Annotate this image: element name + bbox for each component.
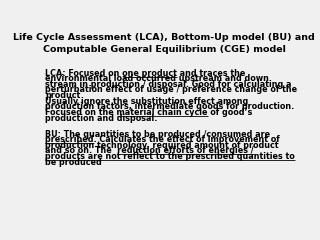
Text: products are not reflect to the prescribed quantities to: products are not reflect to the prescrib… [45, 152, 295, 161]
Text: prescribed. Calculates the effect of improvement of: prescribed. Calculates the effect of imp… [45, 135, 280, 144]
Text: LCA: Focused on one product and traces the: LCA: Focused on one product and traces t… [45, 69, 246, 78]
Text: perturbation effect of usage / preference change of the: perturbation effect of usage / preferenc… [45, 85, 298, 94]
Text: production factors, intermediate goods for production.: production factors, intermediate goods f… [45, 102, 295, 111]
Text: environmental load occurred upstream and down: environmental load occurred upstream and… [45, 74, 269, 83]
Text: product: product [45, 91, 81, 100]
Text: Life Cycle Assessment (LCA), Bottom-Up model (BU) and
Computable General Equilib: Life Cycle Assessment (LCA), Bottom-Up m… [13, 33, 315, 54]
Text: Usually ignore the substitution effect among: Usually ignore the substitution effect a… [45, 97, 249, 106]
Text: and so on. The  reduction efforts of energies /: and so on. The reduction efforts of ener… [45, 146, 254, 156]
Text: be produced: be produced [45, 158, 102, 167]
Text: BU: The quantities to be produced /consumed are: BU: The quantities to be produced /consu… [45, 130, 271, 139]
Text: production technology, required amount of product: production technology, required amount o… [45, 141, 279, 150]
Text: stream in production / disposal. Good for calculating a: stream in production / disposal. Good fo… [45, 80, 292, 89]
Text: Focused on the material chain cycle of good’s: Focused on the material chain cycle of g… [45, 108, 253, 117]
Text: production and disposal.: production and disposal. [45, 114, 158, 123]
